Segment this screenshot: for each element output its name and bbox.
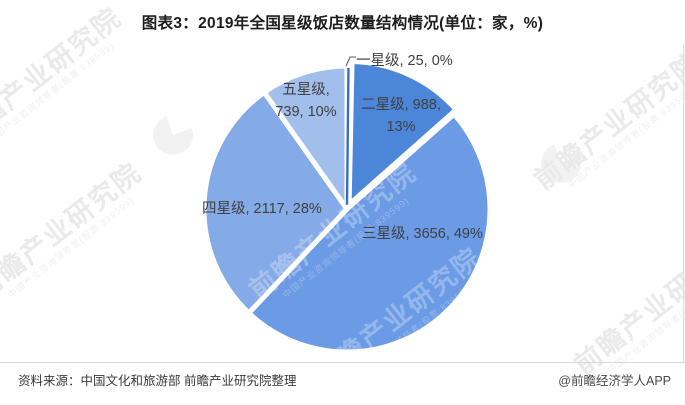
- pie-label-five-star: 五星级, 739, 10%: [275, 82, 337, 120]
- source-note: 资料来源：中国文化和旅游部 前瞻产业研究院整理: [18, 374, 297, 388]
- pie-slice-三星级: [246, 111, 493, 355]
- pie-label-two-star: 二星级, 988, 13%: [361, 97, 441, 135]
- pie-label-four-star: 四星级, 2117, 28%: [202, 201, 322, 217]
- pie-label-three-star: 三星级, 3656, 49%: [362, 226, 483, 242]
- chart-right-border: [683, 45, 684, 362]
- chart-title: 图表3：2019年全国星级饭店数量结构情况(单位：家，%): [141, 15, 544, 32]
- pie-label-one-star: 一星级, 25, 0%: [356, 53, 453, 69]
- pie-slice-四星级: [201, 89, 350, 316]
- pie-slice-二星级: [346, 58, 459, 207]
- footer-divider: [0, 362, 685, 363]
- pie-slice-一星级: [345, 67, 350, 206]
- credit-note: @前瞻经济学人APP: [558, 374, 671, 388]
- label-leader-line: [345, 56, 356, 67]
- pie-slice-五星级: [261, 63, 350, 212]
